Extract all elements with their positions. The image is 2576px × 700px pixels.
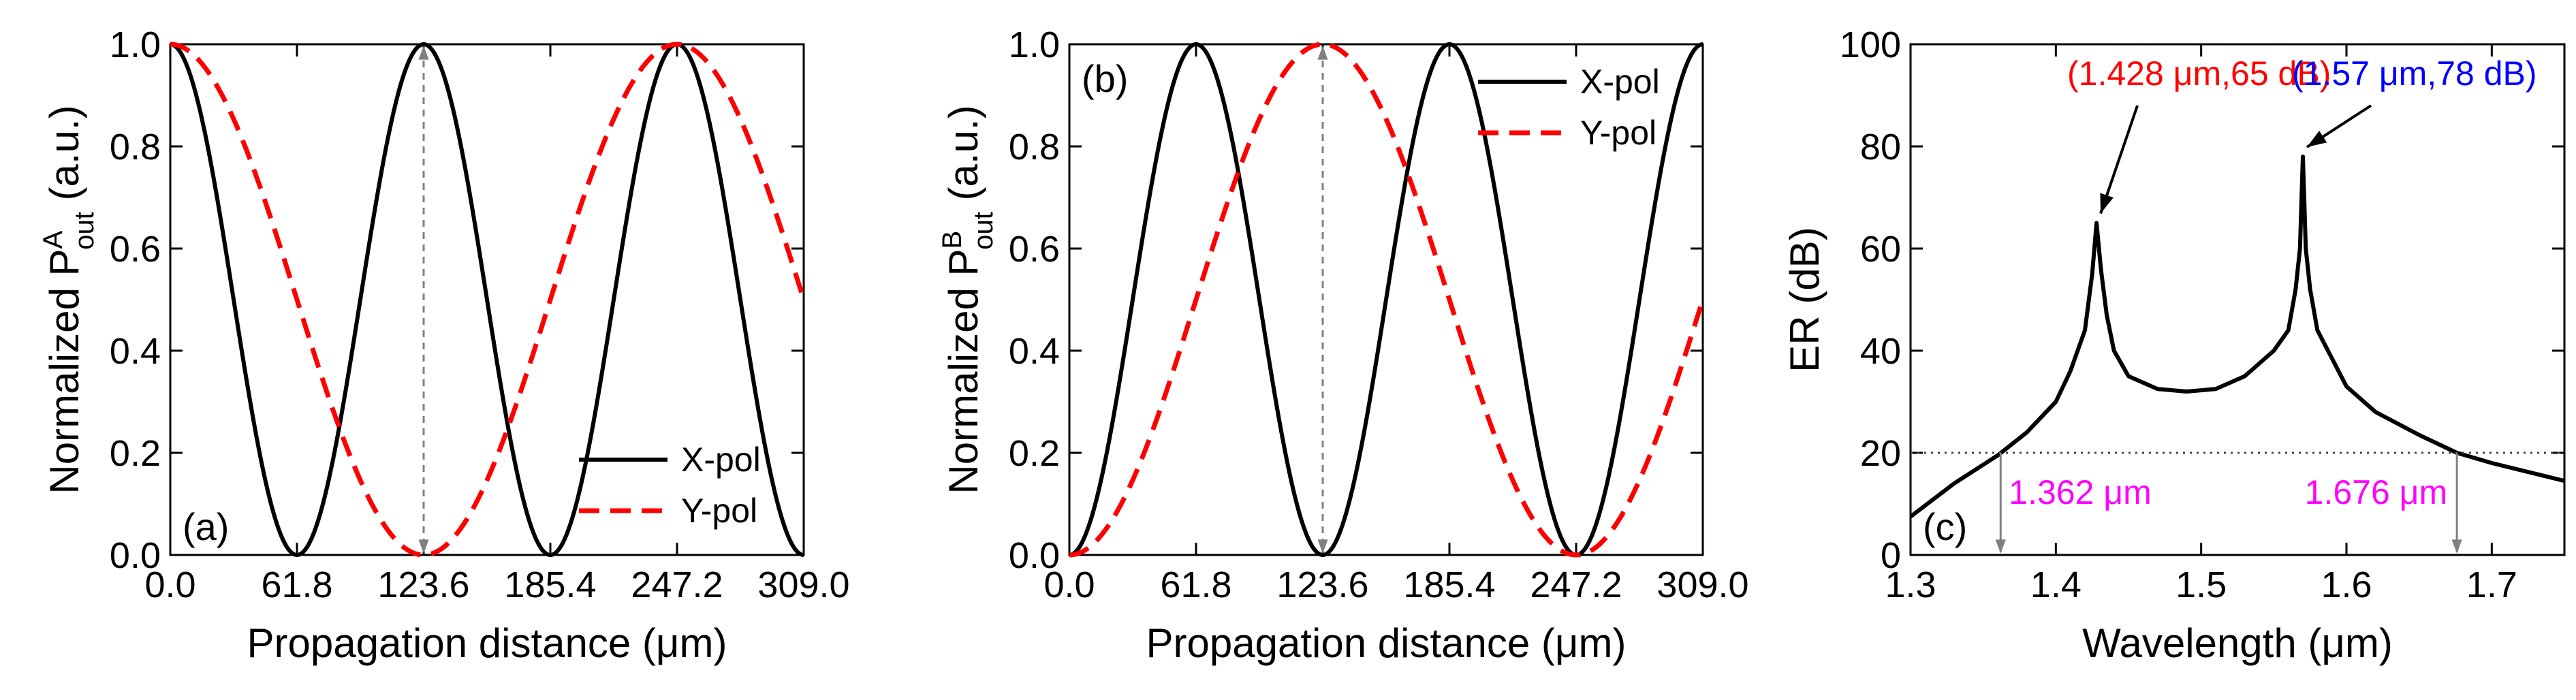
guide-arrow-down: [1317, 539, 1328, 554]
panel-b-chart: 0.0 61.8 123.6 185.4 247.2 309.0 0.0 0.2 0.4 0.6 0…: [937, 25, 1749, 666]
y-tick-label: 1.0: [110, 25, 161, 65]
x-axis-label: Propagation distance (μm): [1146, 620, 1627, 666]
x-axis-label: Wavelength (μm): [2082, 620, 2393, 666]
panel-a-chart: 0.0 61.8 123.6 185.4 247.2 309.0 0.0 0.2 0.4 0.6 0…: [38, 25, 850, 666]
y-tick-label: 40: [1860, 331, 1901, 372]
y-tick-label: 0.2: [1009, 433, 1060, 474]
x-tick-label: 1.7: [2466, 564, 2517, 605]
plot-area: [170, 42, 804, 558]
peak-annotation: (1.57 μm,78 dB): [2292, 54, 2537, 93]
series-line-x-pol: [170, 42, 804, 557]
y-tick-label: 60: [1860, 229, 1901, 270]
peak-arrow-head: [2307, 131, 2327, 147]
x-tick-label: 309.0: [757, 564, 849, 605]
x-tick-label: 185.4: [1403, 564, 1495, 605]
legend-label: Y-pol: [1580, 114, 1656, 152]
crossing-label: 1.362 μm: [2009, 473, 2151, 511]
y-axis-label-prefix: Normalized P: [42, 249, 87, 494]
x-axis-label: Propagation distance (μm): [247, 620, 727, 666]
legend-label: Y-pol: [681, 492, 757, 530]
crossing-arrow: [1995, 539, 2006, 554]
guide-arrow-down: [418, 539, 429, 554]
y-axis-label-sub: out: [69, 212, 99, 250]
legend-label: X-pol: [1580, 63, 1660, 101]
x-tick-label: 1.4: [2030, 564, 2082, 605]
y-tick-label: 1.0: [1009, 25, 1060, 65]
panel-label: (a): [183, 505, 229, 548]
plot-frame: [1068, 43, 1704, 556]
y-axis-label-suffix: (a.u.): [42, 105, 87, 212]
y-axis-label: Normalized PBout (a.u.): [937, 105, 999, 494]
series-line-er: [1911, 155, 2564, 519]
peak-annotation: (1.428 μm,65 dB): [2067, 54, 2331, 93]
x-tick-label: 1.3: [1885, 564, 1936, 605]
y-tick-label: 0.0: [110, 535, 161, 576]
guide-arrow-up: [418, 46, 429, 60]
y-tick-label: 100: [1840, 25, 1901, 65]
crossing-label: 1.676 μm: [2305, 473, 2447, 511]
y-axis-label-sup: A: [38, 230, 68, 249]
x-tick-label: 123.6: [1276, 564, 1368, 605]
x-tick-label: 185.4: [504, 564, 596, 605]
y-axis-label-sub: out: [969, 212, 999, 250]
x-tick-label: 309.0: [1656, 564, 1748, 605]
y-axis-label-prefix: Normalized P: [941, 249, 986, 494]
panel-label: (b): [1082, 57, 1128, 100]
series-line-x-pol: [1069, 42, 1703, 557]
plot-frame: [1909, 43, 2566, 556]
y-tick-label: 0.6: [1009, 229, 1060, 270]
legend-label: X-pol: [681, 441, 761, 479]
y-tick-label: 0.8: [110, 127, 161, 168]
peak-arrow-head: [2100, 193, 2114, 214]
y-tick-label: 0.6: [110, 229, 161, 270]
plot-frame: [169, 43, 805, 556]
y-axis-label: ER (dB): [1782, 227, 1827, 372]
y-tick-label: 20: [1860, 433, 1901, 474]
plot-area: [1911, 155, 2564, 519]
y-tick-label: 0.4: [1009, 331, 1060, 372]
x-tick-label: 1.5: [2176, 564, 2227, 605]
x-tick-label: 247.2: [631, 564, 723, 605]
x-tick-label: 123.6: [377, 564, 469, 605]
x-tick-label: 1.6: [2321, 564, 2372, 605]
y-tick-label: 0.2: [110, 433, 161, 474]
x-tick-label: 0.0: [1043, 564, 1095, 605]
crossing-arrow: [2451, 539, 2462, 554]
y-tick-label: 0.4: [110, 331, 161, 372]
x-tick-label: 247.2: [1530, 564, 1622, 605]
y-tick-label: 0.0: [1009, 535, 1060, 576]
x-tick-label: 0.0: [144, 564, 195, 605]
plot-area: [1069, 42, 1703, 558]
y-tick-label: 0.8: [1009, 127, 1060, 168]
y-tick-label: 0: [1881, 535, 1901, 576]
y-axis-label: Normalized PAout (a.u.): [38, 105, 99, 494]
series-line-y-pol: [1069, 42, 1703, 558]
panel-label: (c): [1923, 505, 1967, 548]
y-axis-label-sup: B: [937, 231, 967, 249]
panel-c-chart: 1.3 1.4 1.5 1.6 1.7 0 20 40 60 80 100 Wavelength (μ…: [1782, 25, 2566, 666]
y-axis-label-suffix: (a.u.): [941, 105, 986, 212]
x-tick-label: 61.8: [261, 564, 332, 605]
y-tick-label: 80: [1860, 127, 1901, 168]
x-tick-label: 61.8: [1160, 564, 1231, 605]
guide-arrow-up: [1317, 46, 1328, 60]
series-line-y-pol: [170, 42, 804, 558]
